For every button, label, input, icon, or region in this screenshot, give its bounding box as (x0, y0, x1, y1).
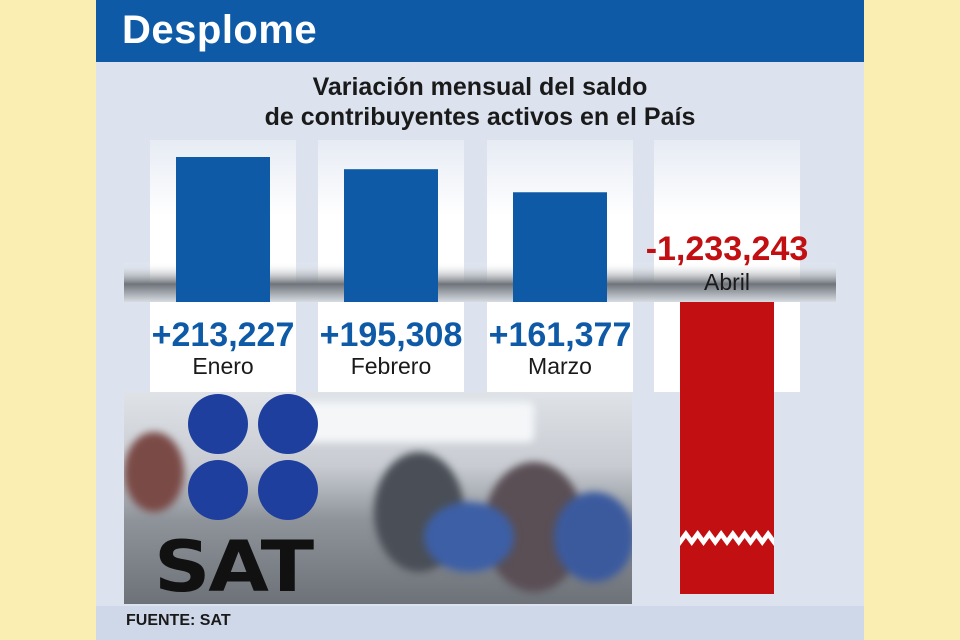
category-label: Marzo (528, 353, 592, 379)
footer-bar (96, 606, 864, 640)
chart-title: Variación mensual del saldo de contribuy… (96, 72, 864, 132)
axis-break-mark (680, 530, 774, 546)
header-title: Desplome (122, 8, 318, 52)
sat-office-photo: SAT (124, 392, 632, 604)
bar-enero (176, 157, 270, 302)
bars-group (176, 157, 774, 594)
value-label: +213,227 (152, 316, 295, 354)
header-bar: Desplome (96, 0, 864, 62)
value-label: +161,377 (489, 316, 632, 354)
source-note: FUENTE: SAT (126, 612, 231, 629)
infographic-card: Desplome Variación mensual del saldo de … (96, 0, 864, 640)
value-label: -1,233,243 (646, 230, 809, 268)
category-label: Enero (192, 353, 253, 379)
value-label: +195,308 (320, 316, 463, 354)
sat-logo-text: SAT (154, 526, 314, 604)
category-label: Abril (704, 269, 750, 295)
category-label: Febrero (351, 353, 432, 379)
bar-febrero (344, 169, 438, 302)
chart-title-line-1: Variación mensual del saldo (312, 73, 648, 101)
bar-abril (680, 302, 774, 594)
chart-title-line-2: de contribuyentes activos en el País (264, 103, 696, 131)
bar-marzo (513, 192, 607, 302)
